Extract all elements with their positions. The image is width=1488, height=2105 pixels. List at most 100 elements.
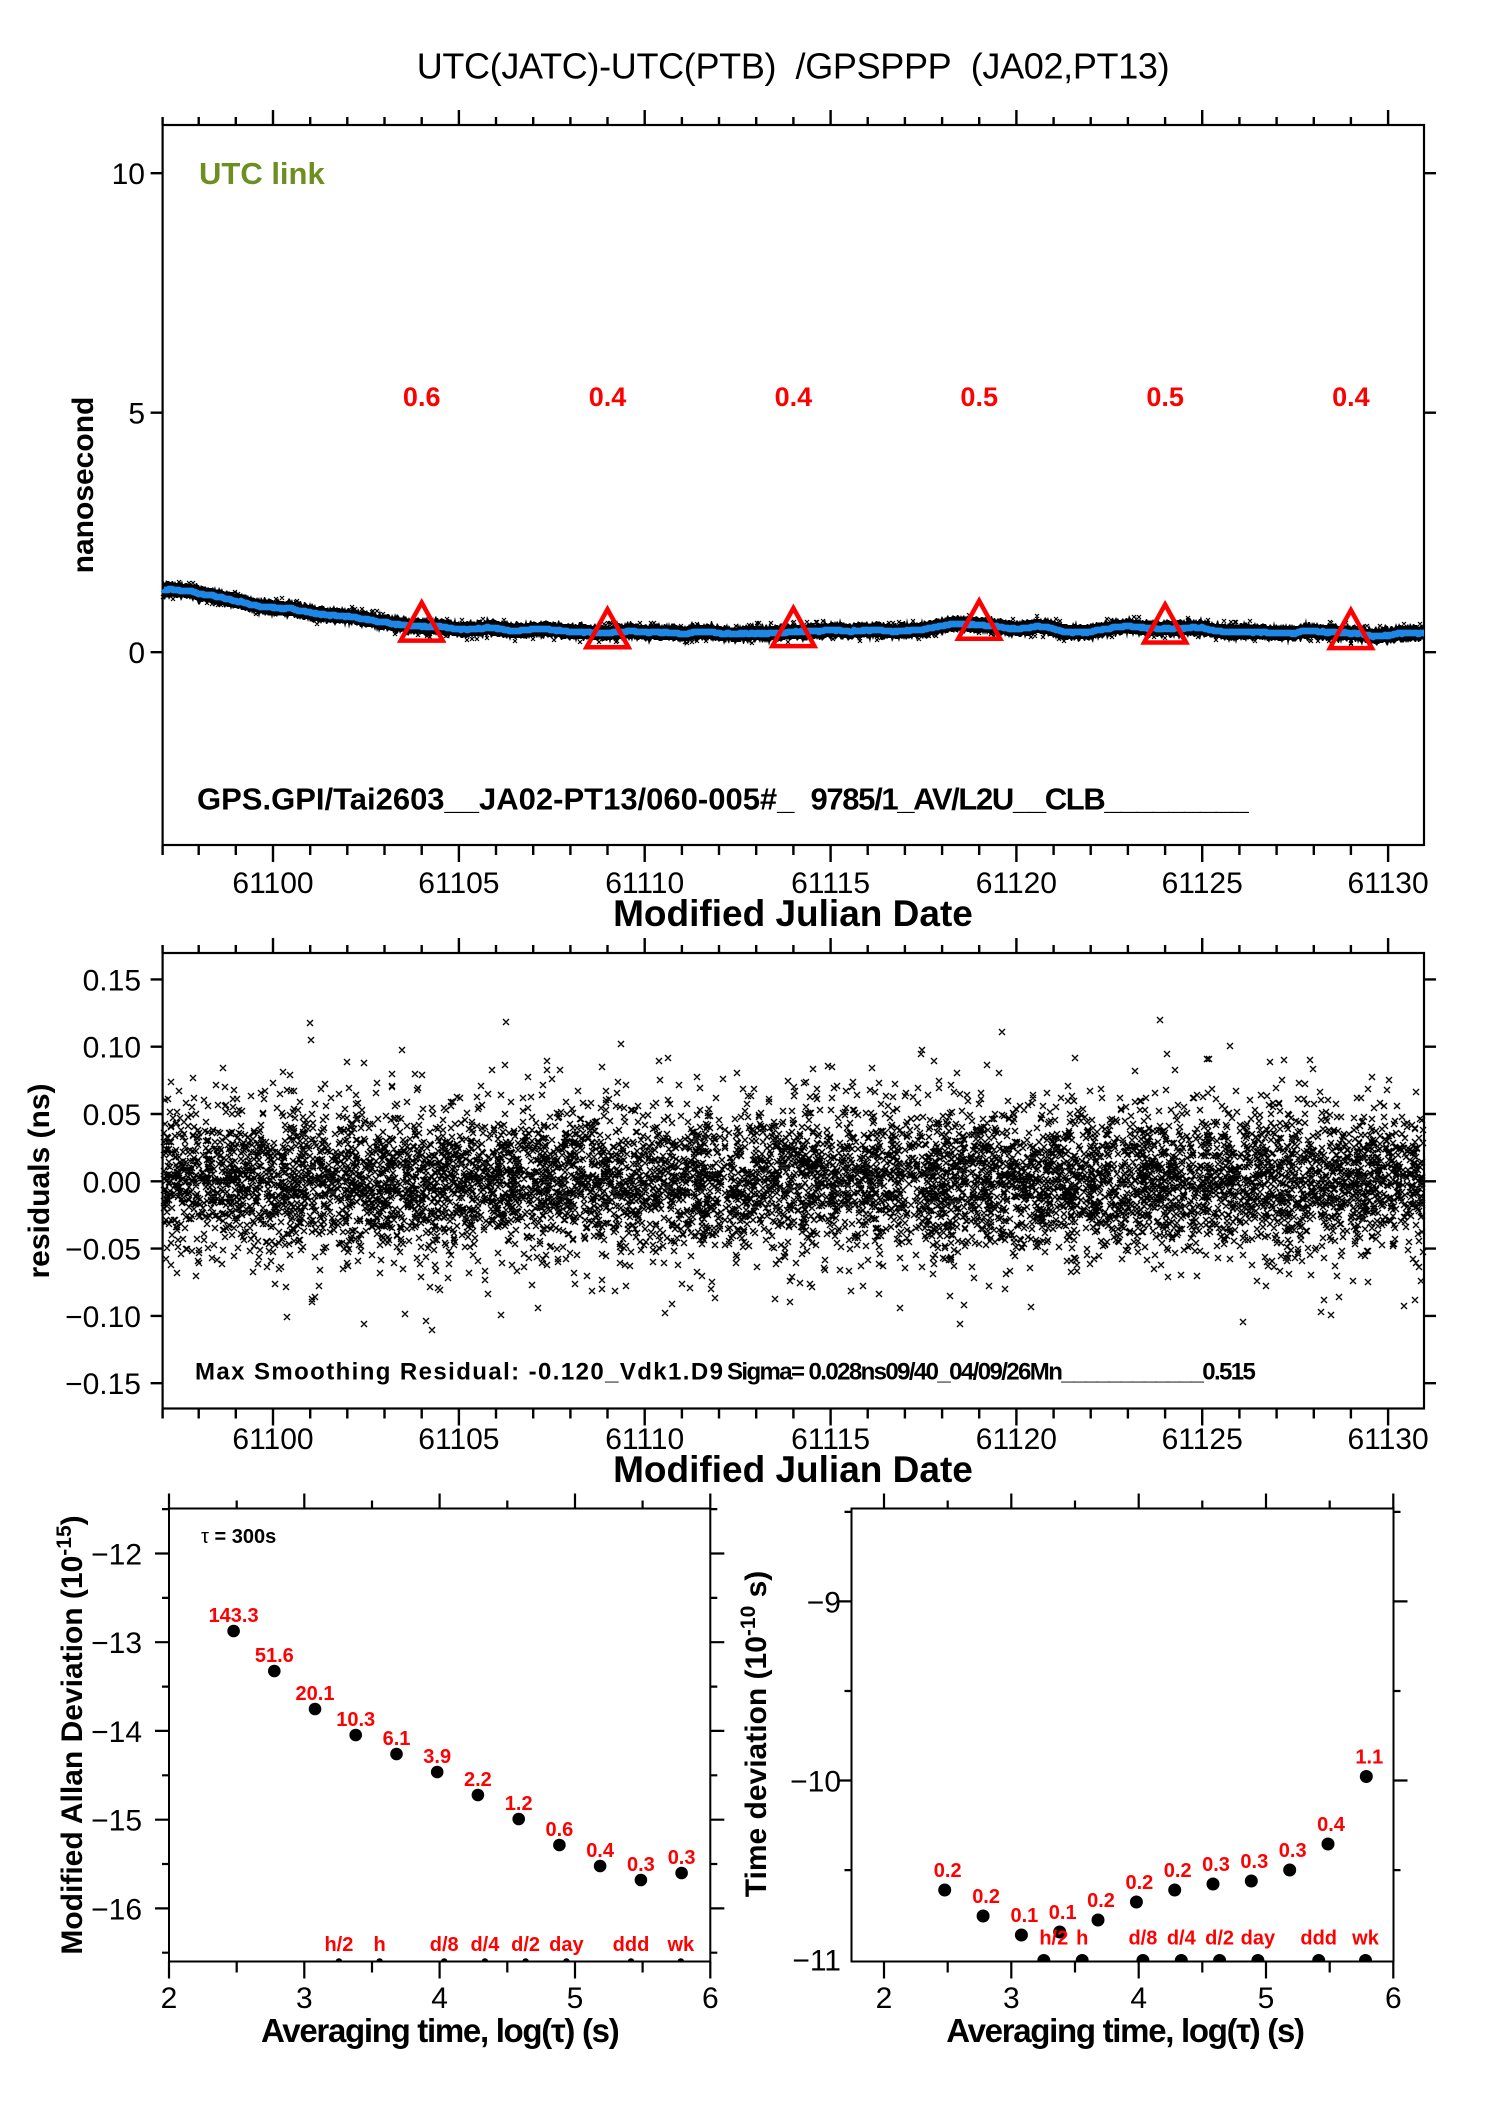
svg-text:2: 2 — [876, 1982, 893, 2015]
svg-text:d/8: d/8 — [430, 1934, 459, 1956]
svg-text:Averaging time, log(τ) (s): Averaging time, log(τ) (s) — [946, 2012, 1304, 2049]
svg-text:h/2: h/2 — [1039, 1928, 1068, 1950]
svg-text:Averaging time, log(τ) (s): Averaging time, log(τ) (s) — [261, 2012, 619, 2049]
svg-text:−10: −10 — [790, 1766, 841, 1799]
svg-text:61105: 61105 — [418, 867, 499, 900]
svg-text:−11: −11 — [792, 1945, 841, 1978]
svg-text:0.05: 0.05 — [83, 1099, 141, 1132]
svg-text:UTC link: UTC link — [199, 156, 325, 191]
svg-text:wk: wk — [1351, 1928, 1380, 1950]
svg-text:61105: 61105 — [418, 1423, 499, 1456]
svg-text:Sigma= 0.028ns09/40_04/09/26Mn: Sigma= 0.028ns09/40_04/09/26Mn__________… — [727, 1359, 1256, 1386]
svg-text:GPS.GPI/Tai2603__JA02-PT13/060: GPS.GPI/Tai2603__JA02-PT13/060-005#_ — [197, 782, 795, 817]
svg-text:0.2: 0.2 — [972, 1886, 1000, 1908]
svg-text:3: 3 — [1003, 1982, 1020, 2015]
svg-text:61125: 61125 — [1162, 1423, 1243, 1456]
svg-text:h: h — [1076, 1928, 1088, 1950]
svg-text:61120: 61120 — [976, 867, 1057, 900]
svg-text:10: 10 — [112, 158, 145, 191]
svg-text:1.2: 1.2 — [505, 1793, 533, 1815]
svg-text:0.10: 0.10 — [83, 1032, 141, 1065]
svg-text:61130: 61130 — [1347, 867, 1428, 900]
svg-text:UTC(JATC)-UTC(PTB) /GPSPPP (: UTC(JATC)-UTC(PTB) /GPSPPP (JA02,PT13) — [417, 46, 1170, 87]
svg-text:5: 5 — [1258, 1982, 1275, 2015]
svg-text:0.3: 0.3 — [668, 1847, 696, 1869]
svg-text:61115: 61115 — [791, 1423, 870, 1456]
svg-text:4: 4 — [431, 1982, 448, 2015]
svg-text:0.2: 0.2 — [1087, 1890, 1115, 1912]
svg-text:h/2: h/2 — [324, 1934, 353, 1956]
svg-text:5: 5 — [567, 1982, 584, 2015]
svg-text:−15: −15 — [91, 1805, 142, 1838]
svg-text:20.1: 20.1 — [296, 1683, 335, 1705]
svg-text:0.4: 0.4 — [589, 382, 627, 412]
svg-text:d/4: d/4 — [470, 1934, 500, 1956]
svg-text:0.4: 0.4 — [1317, 1814, 1346, 1836]
svg-text:4: 4 — [1130, 1982, 1147, 2015]
svg-text:3: 3 — [296, 1982, 313, 2015]
svg-text:Max Smoothing Residual: -0.120: Max Smoothing Residual: -0.120_Vdk1.D9 — [195, 1359, 724, 1386]
svg-text:0.2: 0.2 — [1125, 1872, 1153, 1894]
svg-text:Modified Julian Date: Modified Julian Date — [613, 893, 973, 934]
svg-text:61130: 61130 — [1347, 1423, 1428, 1456]
svg-text:61110: 61110 — [605, 1423, 684, 1456]
svg-text:0.3: 0.3 — [1240, 1851, 1268, 1873]
svg-text:0.3: 0.3 — [1202, 1854, 1230, 1876]
svg-text:0.15: 0.15 — [83, 964, 141, 997]
svg-text:0.5: 0.5 — [1146, 382, 1184, 412]
svg-text:51.6: 51.6 — [255, 1645, 294, 1667]
svg-text:0.1: 0.1 — [1010, 1905, 1038, 1927]
svg-text:2: 2 — [161, 1982, 178, 2015]
svg-text:0.4: 0.4 — [775, 382, 813, 412]
svg-text:d/2: d/2 — [1205, 1928, 1234, 1950]
svg-text:61100: 61100 — [232, 1423, 313, 1456]
svg-text:61115: 61115 — [791, 867, 870, 900]
svg-text:−0.05: −0.05 — [65, 1234, 141, 1267]
svg-text:6: 6 — [1385, 1982, 1402, 2015]
svg-text:Modified Julian Date: Modified Julian Date — [613, 1449, 973, 1490]
svg-text:9785/1_AV/L2U__CLB_________: 9785/1_AV/L2U__CLB_________ — [811, 782, 1250, 817]
svg-text:1.1: 1.1 — [1355, 1747, 1383, 1769]
svg-text:wk: wk — [666, 1934, 695, 1956]
svg-text:0.3: 0.3 — [1279, 1840, 1307, 1862]
svg-text:5: 5 — [128, 398, 145, 431]
svg-text:0.4: 0.4 — [1332, 382, 1370, 412]
svg-text:τ = 300s: τ = 300s — [201, 1526, 276, 1548]
svg-text:0.2: 0.2 — [1164, 1860, 1192, 1882]
svg-text:143.3: 143.3 — [209, 1605, 259, 1627]
svg-text:nanosecond: nanosecond — [67, 397, 100, 574]
svg-text:−16: −16 — [91, 1893, 142, 1926]
svg-text:6: 6 — [702, 1982, 719, 2015]
svg-text:0.1: 0.1 — [1049, 1902, 1077, 1924]
svg-text:h: h — [373, 1934, 385, 1956]
svg-text:61110: 61110 — [605, 867, 684, 900]
svg-text:0.3: 0.3 — [627, 1854, 655, 1876]
svg-text:day: day — [549, 1934, 584, 1956]
svg-text:ddd: ddd — [613, 1934, 650, 1956]
svg-text:d/4: d/4 — [1167, 1928, 1197, 1950]
svg-text:−0.15: −0.15 — [65, 1368, 141, 1401]
svg-text:6.1: 6.1 — [383, 1728, 411, 1750]
svg-text:ddd: ddd — [1300, 1928, 1337, 1950]
svg-text:−0.10: −0.10 — [65, 1301, 141, 1334]
svg-text:−9: −9 — [807, 1586, 841, 1619]
svg-text:d/2: d/2 — [511, 1934, 540, 1956]
svg-text:0: 0 — [128, 637, 145, 670]
svg-text:0.5: 0.5 — [960, 382, 998, 412]
svg-text:0.6: 0.6 — [545, 1819, 573, 1841]
svg-text:0.00: 0.00 — [83, 1166, 141, 1199]
svg-text:10.3: 10.3 — [336, 1709, 375, 1731]
svg-text:61100: 61100 — [232, 867, 313, 900]
svg-text:61120: 61120 — [976, 1423, 1057, 1456]
svg-text:0.6: 0.6 — [403, 382, 441, 412]
svg-text:day: day — [1241, 1928, 1276, 1950]
svg-text:d/8: d/8 — [1128, 1928, 1157, 1950]
svg-text:−13: −13 — [91, 1627, 142, 1660]
svg-text:−14: −14 — [91, 1716, 142, 1749]
svg-text:2.2: 2.2 — [464, 1769, 492, 1791]
svg-text:3.9: 3.9 — [423, 1746, 451, 1768]
svg-text:Time deviation (10-10 s): Time deviation (10-10 s) — [737, 1571, 773, 1898]
svg-text:−12: −12 — [91, 1539, 142, 1572]
svg-text:Modified Allan Deviation (10-1: Modified Allan Deviation (10-15) — [53, 1515, 89, 1954]
svg-text:0.2: 0.2 — [934, 1860, 962, 1882]
